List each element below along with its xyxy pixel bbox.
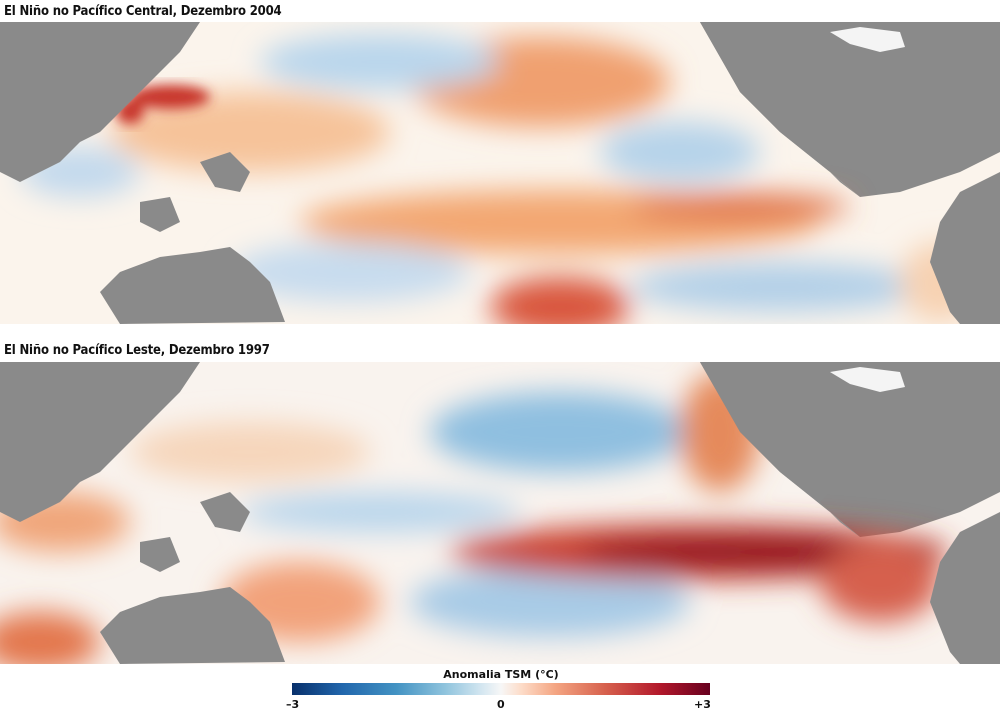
legend-color-bar [292, 683, 710, 695]
sst-anomaly-legend: Anomalia TSM (°C) –3 0 +3 [286, 668, 711, 712]
legend-max-label: +3 [694, 698, 711, 711]
legend-min-label: –3 [286, 698, 300, 711]
legend-mid-label: 0 [497, 698, 505, 711]
sst-map-eastern-pacific-1997 [0, 362, 1000, 664]
land-masses [0, 362, 1000, 664]
land-masses [0, 22, 1000, 324]
legend-title: Anomalia TSM (°C) [443, 668, 559, 681]
sst-map-central-pacific-2004 [0, 22, 1000, 324]
panel-title-eastern: El Niño no Pacífico Leste, Dezembro 1997 [4, 343, 270, 358]
panel-title-central: El Niño no Pacífico Central, Dezembro 20… [4, 4, 282, 19]
